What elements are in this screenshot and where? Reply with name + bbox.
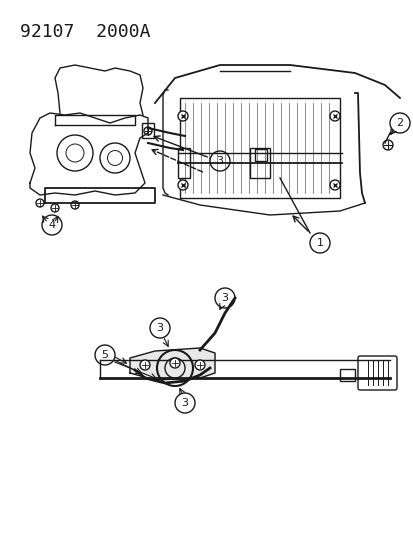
Text: 2: 2 bbox=[396, 118, 403, 128]
Circle shape bbox=[329, 180, 339, 190]
Circle shape bbox=[95, 345, 115, 365]
Bar bbox=[180, 98, 339, 198]
Circle shape bbox=[51, 204, 59, 212]
Circle shape bbox=[175, 393, 195, 413]
Circle shape bbox=[382, 140, 392, 150]
Bar bbox=[254, 149, 266, 161]
Circle shape bbox=[389, 113, 409, 133]
Circle shape bbox=[140, 360, 150, 370]
Text: 92107  2000A: 92107 2000A bbox=[20, 23, 150, 41]
Circle shape bbox=[209, 151, 230, 171]
Bar bbox=[178, 148, 190, 178]
Circle shape bbox=[42, 215, 62, 235]
Text: 5: 5 bbox=[101, 350, 108, 360]
Text: 3: 3 bbox=[216, 156, 223, 166]
Text: 3: 3 bbox=[221, 293, 228, 303]
Circle shape bbox=[178, 180, 188, 190]
Circle shape bbox=[309, 233, 329, 253]
Text: 4: 4 bbox=[48, 220, 55, 230]
Circle shape bbox=[214, 288, 235, 308]
Text: 3: 3 bbox=[181, 398, 188, 408]
Text: 3: 3 bbox=[156, 323, 163, 333]
Circle shape bbox=[36, 199, 44, 207]
Text: 1: 1 bbox=[316, 238, 323, 248]
Circle shape bbox=[150, 318, 170, 338]
Circle shape bbox=[178, 111, 188, 121]
Bar bbox=[142, 123, 154, 138]
Circle shape bbox=[71, 201, 79, 209]
Circle shape bbox=[144, 127, 152, 135]
Bar bbox=[339, 369, 354, 381]
Circle shape bbox=[170, 358, 180, 368]
Circle shape bbox=[195, 360, 204, 370]
Bar bbox=[249, 148, 269, 178]
Polygon shape bbox=[130, 348, 214, 380]
Circle shape bbox=[329, 111, 339, 121]
